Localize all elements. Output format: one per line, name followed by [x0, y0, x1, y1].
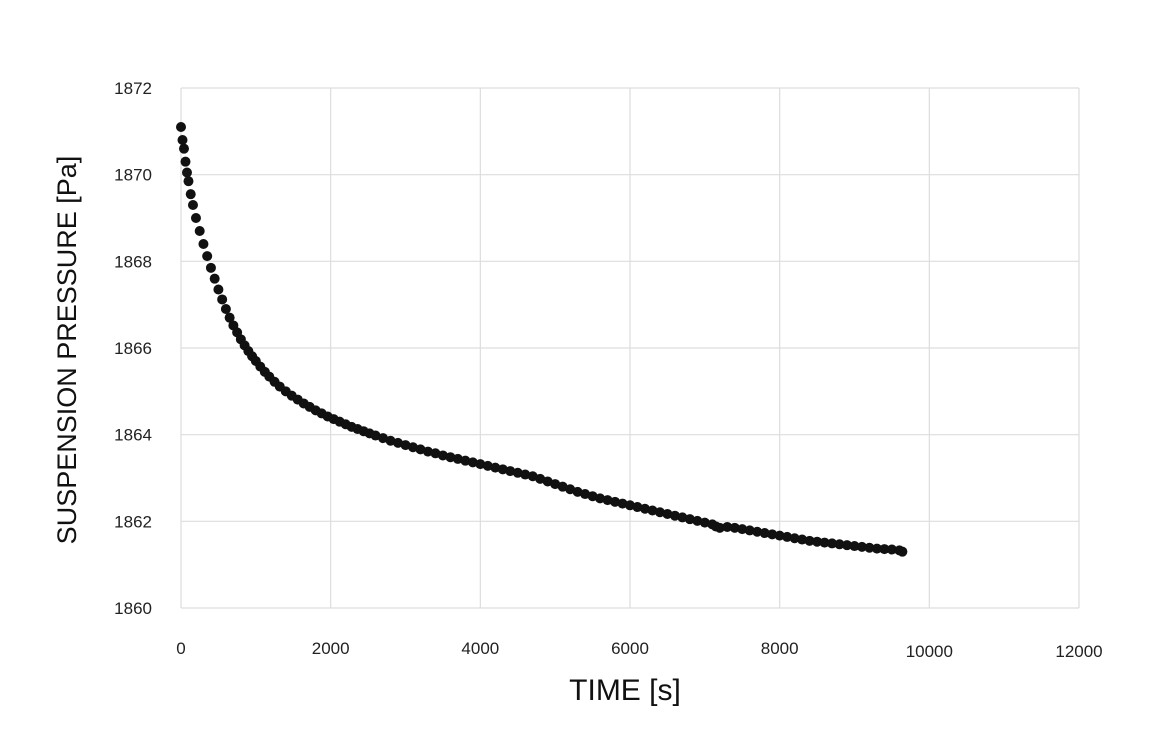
data-point — [187, 200, 198, 210]
data-point — [812, 536, 823, 547]
data-point — [647, 505, 658, 516]
data-point — [804, 535, 815, 546]
y-tick-labels: 1860 1862 1864 1866 1868 1870 1872 — [114, 79, 152, 618]
data-point — [662, 508, 673, 519]
data-point — [460, 455, 471, 466]
data-point — [864, 542, 875, 553]
data-point — [819, 537, 830, 548]
x-tick-label: 10000 — [906, 642, 953, 661]
data-point — [520, 469, 531, 480]
data-point — [797, 534, 808, 545]
data-point — [849, 541, 860, 552]
y-tick-label: 1860 — [114, 599, 152, 618]
data-point — [205, 262, 216, 273]
y-tick-label: 1868 — [114, 252, 152, 271]
y-axis-title: SUSPENSION PRESSURE [Pa] — [52, 156, 82, 545]
data-point — [437, 450, 448, 461]
x-tick-label: 8000 — [761, 639, 799, 658]
x-tick-label: 12000 — [1055, 642, 1102, 661]
data-point — [181, 167, 192, 178]
data-point — [445, 452, 456, 463]
x-tick-label: 0 — [176, 639, 185, 658]
data-point — [176, 122, 186, 132]
data-point — [497, 464, 508, 475]
data-point — [422, 446, 433, 457]
y-tick-label: 1862 — [114, 512, 152, 531]
data-point — [897, 546, 908, 557]
y-tick-label: 1866 — [114, 339, 152, 358]
x-tick-label: 4000 — [461, 639, 499, 658]
y-tick-label: 1872 — [114, 79, 152, 98]
data-point — [654, 507, 665, 518]
data-point — [185, 189, 196, 200]
data-point — [752, 526, 763, 537]
data-point — [699, 517, 710, 528]
data-point — [190, 213, 201, 223]
data-point — [178, 143, 189, 154]
x-tick-labels: 0 2000 4000 6000 8000 10000 12000 — [176, 639, 1102, 661]
data-point — [669, 510, 680, 521]
data-point — [220, 304, 231, 314]
data-point — [213, 284, 224, 295]
x-tick-label: 6000 — [611, 639, 649, 658]
data-point — [632, 502, 643, 513]
data-point — [879, 544, 890, 555]
data-point — [602, 495, 613, 506]
data-point — [856, 541, 867, 552]
data-point — [625, 500, 635, 511]
data-point — [767, 529, 778, 540]
data-point — [639, 503, 650, 514]
data-point — [490, 462, 501, 473]
data-point — [194, 226, 205, 236]
data-point — [512, 467, 523, 478]
data-point — [617, 498, 628, 509]
data-point — [827, 538, 838, 549]
data-point — [871, 543, 882, 554]
data-point — [475, 459, 486, 470]
data-point — [452, 453, 463, 464]
data-point — [729, 522, 740, 533]
data-point — [610, 496, 621, 507]
data-point — [224, 312, 235, 323]
data-point — [714, 522, 725, 533]
data-point — [842, 540, 853, 551]
data-points — [176, 122, 908, 557]
data-point — [789, 533, 800, 544]
data-point — [209, 273, 220, 284]
x-axis-title: TIME [s] — [569, 674, 681, 707]
data-point — [177, 135, 188, 145]
data-point — [202, 251, 213, 262]
data-point — [217, 294, 228, 305]
data-point — [505, 466, 516, 477]
data-point — [198, 239, 209, 249]
data-point — [834, 539, 845, 550]
data-point — [782, 531, 793, 542]
data-point — [759, 528, 770, 539]
data-point — [774, 530, 785, 541]
data-point — [744, 525, 755, 536]
data-point — [737, 524, 748, 535]
y-tick-label: 1870 — [114, 166, 152, 185]
x-tick-label: 2000 — [312, 639, 350, 658]
data-point — [692, 515, 703, 526]
data-point — [183, 176, 194, 187]
data-point — [180, 156, 191, 167]
data-point — [677, 512, 688, 523]
data-point — [482, 460, 493, 471]
y-tick-label: 1864 — [114, 426, 152, 445]
data-point — [722, 521, 733, 532]
data-point — [595, 493, 606, 504]
data-point — [684, 514, 695, 525]
data-point — [886, 544, 897, 555]
y-gridlines — [181, 87, 1079, 609]
data-point — [467, 457, 478, 468]
